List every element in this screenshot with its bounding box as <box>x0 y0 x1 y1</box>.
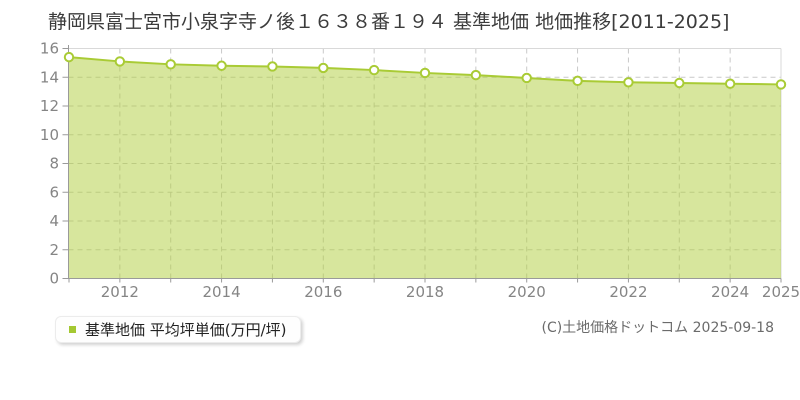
svg-text:2025: 2025 <box>762 283 800 301</box>
chart-title: 静岡県富士宮市小泉字寺ノ後１６３８番１９４ 基準地価 地価推移[2011-202… <box>48 11 730 33</box>
copyright-text: (C)土地価格ドットコム 2025-09-18 <box>541 320 774 336</box>
svg-text:16: 16 <box>40 40 59 58</box>
svg-text:2024: 2024 <box>711 283 749 301</box>
svg-text:4: 4 <box>49 212 59 230</box>
svg-text:8: 8 <box>49 155 59 173</box>
chart-canvas: 0 2 4 6 8 10 12 14 16 2012 2014 2016 2018 2020 2022 202… <box>40 40 800 302</box>
svg-text:2022: 2022 <box>609 283 647 301</box>
svg-text:2014: 2014 <box>202 283 240 301</box>
svg-text:10: 10 <box>40 126 59 144</box>
svg-text:0: 0 <box>49 270 59 288</box>
svg-text:2012: 2012 <box>101 283 139 301</box>
svg-text:2016: 2016 <box>304 283 342 301</box>
legend-swatch-icon <box>69 326 76 333</box>
price-trend-area-chart: 0 2 4 6 8 10 12 14 16 2012 2014 2016 2018 2020 2022 202… <box>40 40 800 302</box>
svg-text:2020: 2020 <box>508 283 546 301</box>
svg-text:14: 14 <box>40 68 59 86</box>
legend-label: 基準地価 平均坪単価(万円/坪) <box>85 321 287 339</box>
svg-text:2: 2 <box>49 241 59 259</box>
svg-text:12: 12 <box>40 97 59 115</box>
svg-text:2018: 2018 <box>406 283 444 301</box>
legend: 基準地価 平均坪単価(万円/坪) <box>55 316 301 343</box>
svg-text:6: 6 <box>49 183 59 201</box>
